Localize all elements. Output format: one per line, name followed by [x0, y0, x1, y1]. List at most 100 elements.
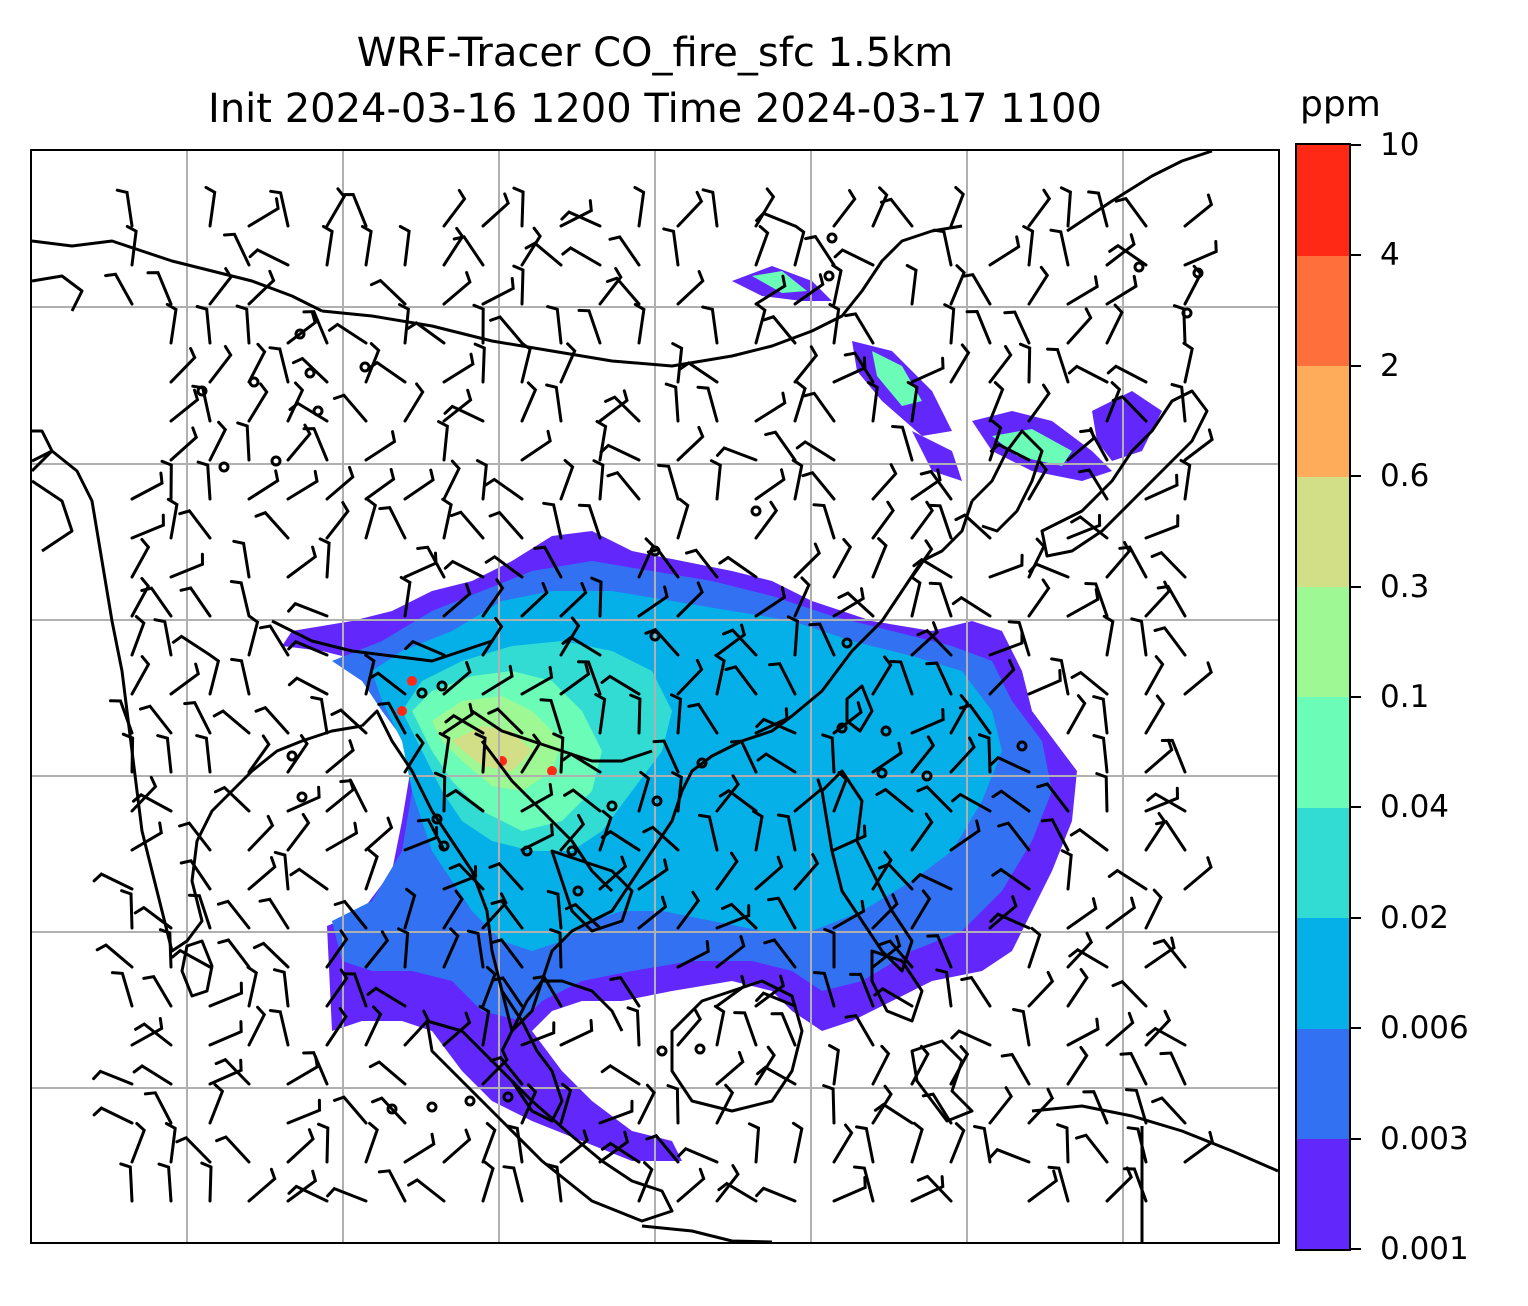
wind-barb — [932, 228, 953, 267]
wind-barb — [871, 463, 898, 501]
map-subtitle: Init 2024-03-16 1200 Time 2024-03-17 110… — [208, 86, 1102, 132]
colorbar-tick — [1351, 1248, 1361, 1250]
wind-barb — [1183, 1130, 1215, 1164]
wind-barb — [169, 662, 201, 696]
wind-barb — [1022, 225, 1035, 267]
wind-barb — [1018, 342, 1032, 384]
wind-barb — [520, 1021, 556, 1047]
wind-barb — [545, 383, 563, 423]
wind-barb — [592, 459, 605, 501]
wind-barb — [906, 380, 919, 423]
wind-barb — [286, 469, 319, 501]
wind-barb — [371, 1096, 407, 1125]
colorbar-tick-label: 0.001 — [1380, 1231, 1469, 1267]
wind-barb — [1183, 661, 1213, 696]
wind-barb — [666, 1084, 680, 1125]
wind-barb — [1036, 782, 1070, 813]
wind-barb — [755, 211, 797, 228]
wind-barb — [230, 657, 251, 696]
wind-barb — [1049, 228, 1070, 267]
wind-barb — [715, 904, 751, 930]
wind-barb — [560, 210, 602, 228]
wind-barb — [1066, 1017, 1100, 1047]
wind-barb — [364, 1121, 379, 1164]
wind-barb — [925, 661, 953, 696]
calm-wind-circle — [431, 813, 443, 825]
wind-barb — [577, 308, 602, 345]
colorbar-tick — [1351, 806, 1361, 809]
wind-barb — [208, 1083, 225, 1125]
wind-barb — [793, 273, 825, 306]
wind-barb — [481, 616, 504, 657]
wind-barb — [232, 539, 251, 579]
coastline-taiwan — [845, 684, 874, 733]
map-title: WRF-Tracer CO_fire_sfc 1.5km — [356, 30, 954, 76]
wind-barb — [247, 614, 260, 657]
wind-barb — [832, 538, 853, 579]
wind-barb — [247, 342, 267, 384]
wind-barb — [676, 497, 690, 540]
plume-filament-core — [992, 429, 1072, 466]
wind-barb — [164, 1122, 177, 1164]
calm-wind-circle — [1016, 740, 1028, 752]
wind-barb — [577, 503, 602, 540]
wind-barb — [676, 1008, 703, 1047]
wind-barb — [216, 899, 251, 930]
wind-barb — [286, 734, 309, 774]
wind-barb — [595, 419, 608, 462]
wind-barb — [1056, 1123, 1070, 1164]
wind-barb — [208, 345, 233, 384]
colorbar-tick — [1351, 475, 1361, 478]
wind-barb — [832, 1123, 854, 1164]
wind-barb — [416, 818, 446, 852]
wind-barb — [1084, 582, 1109, 618]
wind-barb — [130, 655, 151, 696]
wind-barb — [926, 934, 953, 969]
wind-barb — [286, 812, 311, 852]
wind-barb — [1105, 1166, 1133, 1203]
calm-wind-circle — [196, 385, 208, 397]
wind-barb — [605, 276, 641, 306]
wind-barb — [871, 850, 893, 891]
wind-barb — [1027, 1087, 1055, 1125]
wind-barb — [1183, 193, 1214, 228]
wind-barb — [364, 467, 396, 501]
wind-barb — [442, 702, 474, 735]
wind-barb — [183, 701, 212, 735]
wind-barb — [287, 639, 329, 657]
wind-barb — [481, 966, 497, 1008]
calm-wind-circle — [656, 1045, 668, 1057]
wind-barb — [754, 302, 767, 345]
wind-barb — [1105, 274, 1138, 306]
wind-barb — [637, 858, 669, 891]
wind-barb — [718, 788, 758, 813]
wind-barb — [302, 427, 329, 462]
wind-barb — [302, 1051, 329, 1086]
wind-barb — [158, 928, 173, 969]
wind-barb — [1124, 1088, 1148, 1125]
wind-barb — [326, 1186, 368, 1203]
wind-barb — [756, 752, 797, 774]
wind-barb — [949, 819, 981, 852]
plume-yellow — [452, 726, 532, 771]
wind-barb — [179, 859, 212, 891]
wind-barb — [965, 309, 992, 345]
wind-barb — [95, 943, 134, 969]
wind-barb — [520, 381, 538, 423]
wind-barb — [397, 927, 410, 969]
wind-barb — [1070, 670, 1109, 696]
wind-barb — [844, 312, 875, 345]
wind-barb — [120, 889, 134, 930]
wind-barb — [325, 187, 346, 228]
wind-barb — [803, 391, 836, 423]
wind-barb — [445, 788, 485, 813]
wind-barb — [1003, 310, 1031, 345]
wind-barb — [213, 785, 251, 813]
wind-barb — [302, 310, 329, 345]
wind-barb — [524, 241, 563, 267]
wind-barb — [327, 322, 368, 345]
wind-barb — [318, 537, 331, 579]
wind-barb — [997, 821, 1031, 852]
wind-barb — [442, 459, 461, 501]
colorbar-tick-label: 0.6 — [1380, 458, 1430, 495]
